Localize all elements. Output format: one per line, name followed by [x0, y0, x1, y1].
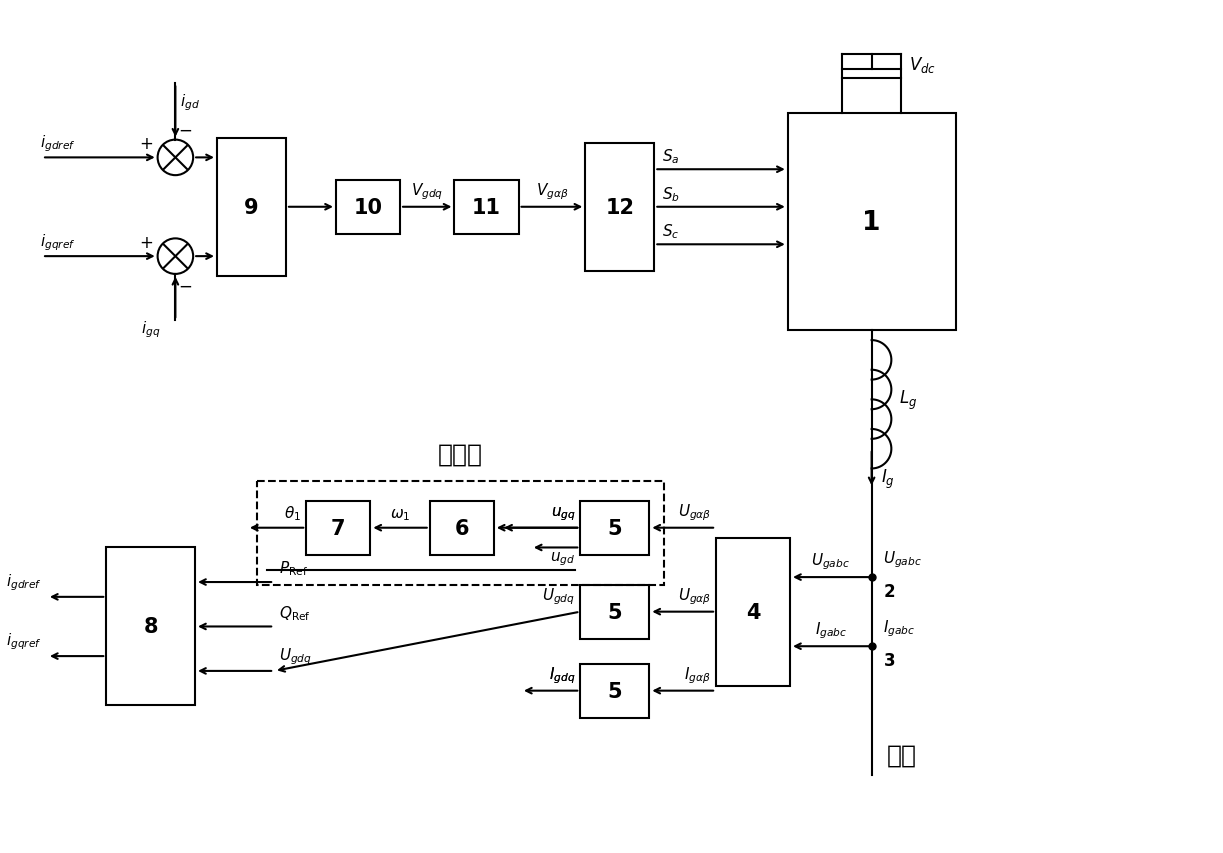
- Text: $I_{gabc}$: $I_{gabc}$: [815, 620, 848, 641]
- Text: $S_b$: $S_b$: [662, 185, 680, 204]
- Text: 10: 10: [353, 198, 383, 218]
- Text: $-$: $-$: [179, 276, 192, 294]
- Text: 锁相环: 锁相环: [438, 443, 483, 467]
- Text: $u_{gd}$: $u_{gd}$: [550, 550, 575, 567]
- Text: $U_{g\alpha\beta}$: $U_{g\alpha\beta}$: [678, 585, 711, 606]
- Text: $-$: $-$: [179, 120, 192, 138]
- Text: +: +: [138, 136, 153, 154]
- Text: $S_c$: $S_c$: [662, 223, 680, 241]
- Bar: [306, 501, 371, 555]
- Bar: [336, 180, 400, 235]
- Text: 3: 3: [883, 652, 895, 670]
- Text: 11: 11: [472, 198, 501, 218]
- Text: 6: 6: [455, 518, 470, 538]
- Text: 7: 7: [331, 518, 346, 538]
- Text: 4: 4: [746, 602, 761, 622]
- Text: $I_{gdq}$: $I_{gdq}$: [549, 664, 575, 685]
- Text: $i_{gd}$: $i_{gd}$: [180, 92, 201, 113]
- Bar: [580, 585, 649, 639]
- Text: 2: 2: [883, 583, 895, 601]
- Text: $P_{\rm Ref}$: $P_{\rm Ref}$: [279, 559, 308, 577]
- Text: $\theta_1$: $\theta_1$: [284, 503, 301, 522]
- Text: 12: 12: [605, 198, 635, 218]
- Text: 5: 5: [608, 602, 623, 622]
- Text: $i_{gqref}$: $i_{gqref}$: [40, 232, 76, 252]
- Text: 1: 1: [862, 209, 881, 235]
- Text: $U_{gabc}$: $U_{gabc}$: [883, 549, 922, 570]
- Text: 8: 8: [143, 617, 158, 636]
- Text: +: +: [138, 234, 153, 252]
- Bar: [580, 501, 649, 555]
- Bar: [580, 664, 649, 718]
- Bar: [717, 538, 790, 686]
- Text: $V_{dc}$: $V_{dc}$: [909, 55, 936, 74]
- Text: $L_g$: $L_g$: [899, 388, 917, 411]
- Text: $u_{gq}$: $u_{gq}$: [550, 505, 575, 522]
- Bar: [429, 501, 494, 555]
- Text: $I_g$: $I_g$: [882, 467, 895, 490]
- Bar: [106, 548, 196, 705]
- Text: $\omega_1$: $\omega_1$: [390, 507, 410, 522]
- Text: 5: 5: [608, 681, 623, 701]
- Text: $V_{g\alpha\beta}$: $V_{g\alpha\beta}$: [536, 181, 569, 201]
- Text: $u_{gq}$: $u_{gq}$: [550, 505, 575, 522]
- Text: $I_{g\alpha\beta}$: $I_{g\alpha\beta}$: [685, 664, 711, 685]
- Bar: [586, 143, 654, 271]
- Text: $i_{gdref}$: $i_{gdref}$: [6, 572, 42, 592]
- Text: 电网: 电网: [887, 743, 916, 767]
- Text: $V_{gdq}$: $V_{gdq}$: [411, 181, 444, 201]
- Bar: [788, 113, 955, 331]
- Text: $i_{gdref}$: $i_{gdref}$: [40, 134, 76, 154]
- Text: $U_{gdq}$: $U_{gdq}$: [542, 585, 575, 606]
- Text: $U_{g\alpha\beta}$: $U_{g\alpha\beta}$: [678, 502, 711, 522]
- Text: $I_{gabc}$: $I_{gabc}$: [883, 618, 916, 639]
- Text: $Q_{\rm Ref}$: $Q_{\rm Ref}$: [279, 603, 311, 622]
- Text: $U_{gabc}$: $U_{gabc}$: [811, 551, 850, 572]
- Bar: [216, 138, 286, 276]
- Text: $i_{gqref}$: $i_{gqref}$: [6, 631, 42, 652]
- Text: $S_a$: $S_a$: [662, 148, 680, 166]
- Text: $U_{gdq}$: $U_{gdq}$: [279, 646, 312, 666]
- Text: 5: 5: [608, 518, 623, 538]
- Text: $I_{gdq}$: $I_{gdq}$: [549, 664, 575, 685]
- Bar: [257, 481, 664, 585]
- Bar: [455, 180, 519, 235]
- Text: $i_{gq}$: $i_{gq}$: [141, 319, 160, 339]
- Text: 9: 9: [245, 198, 259, 218]
